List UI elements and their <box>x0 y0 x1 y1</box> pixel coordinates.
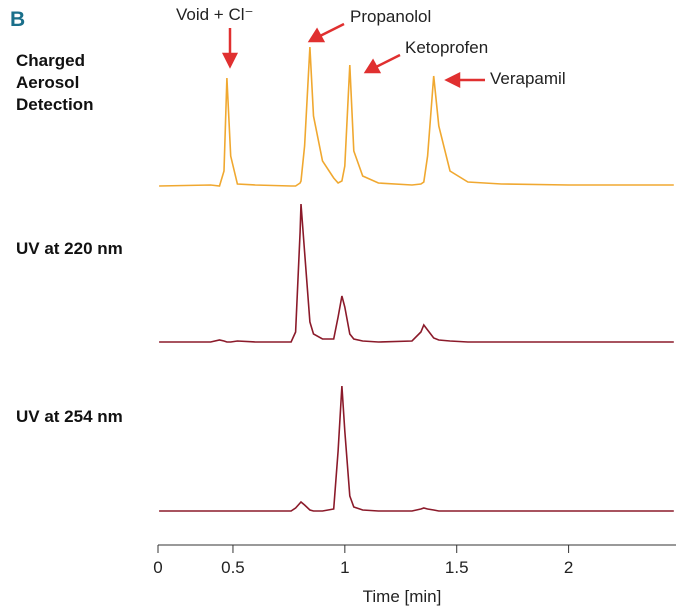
trace <box>159 203 674 343</box>
trace-label: Charged Aerosol Detection <box>16 51 94 114</box>
x-axis-label: Time [min] <box>363 587 442 606</box>
trace <box>159 385 674 512</box>
x-tick-label: 2 <box>564 558 573 577</box>
arrows <box>221 22 485 89</box>
trace-label: UV at 254 nm <box>16 407 123 426</box>
x-tick-label: 1.5 <box>445 558 469 577</box>
annotation: Verapamil <box>490 69 566 88</box>
x-tick-label: 0.5 <box>221 558 245 577</box>
panel-letter: B <box>10 8 25 31</box>
annotation: Void + Cl⁻ <box>176 5 254 24</box>
trace-label: UV at 220 nm <box>16 239 123 258</box>
trace <box>159 46 674 187</box>
x-tick-label: 0 <box>153 558 162 577</box>
x-tick-label: 1 <box>340 558 349 577</box>
annotation: Propanolol <box>350 7 431 26</box>
annotation: Ketoprofen <box>405 38 488 57</box>
